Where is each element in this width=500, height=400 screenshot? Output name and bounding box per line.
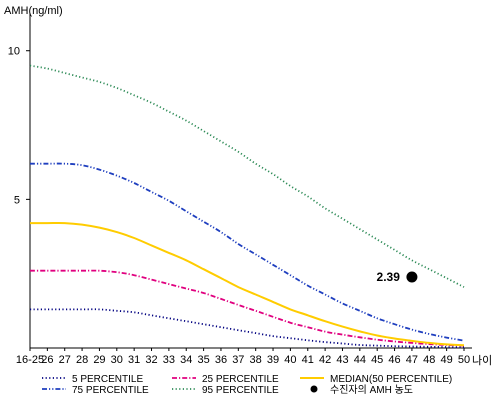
x-tick-label: 44 <box>354 354 366 366</box>
y-axis-title: AMH(ng/ml) <box>4 5 63 17</box>
x-tick-label: 42 <box>319 354 331 366</box>
x-tick-label: 32 <box>145 354 157 366</box>
x-tick-label: 50 <box>458 354 470 366</box>
x-tick-label: 30 <box>111 354 123 366</box>
x-tick-label: 28 <box>76 354 88 366</box>
x-tick-label: 27 <box>59 354 71 366</box>
x-tick-label: 35 <box>197 354 209 366</box>
x-tick-label: 36 <box>215 354 227 366</box>
x-tick-label: 37 <box>232 354 244 366</box>
legend-label: 95 PERCENTILE <box>202 385 279 396</box>
series-line-75-percentile <box>29 162 465 342</box>
legend-label: 25 PERCENTILE <box>202 374 279 385</box>
x-tick-label: 46 <box>388 354 400 366</box>
legend-label: MEDIAN(50 PERCENTILE) <box>330 374 452 385</box>
x-tick-label: 26 <box>41 354 53 366</box>
x-tick-label: 49 <box>441 354 453 366</box>
legend-label: 75 PERCENTILE <box>72 385 149 396</box>
legend-marker-label: 수진자의 AMH 농도 <box>330 384 413 396</box>
patient-amh-point <box>406 271 418 283</box>
chart-marker-group: 2.39 <box>377 270 418 284</box>
x-tick-label: 38 <box>250 354 262 366</box>
x-tick-label: 48 <box>423 354 435 366</box>
series-line-median-50-percentile <box>29 222 465 347</box>
x-tick-label: 33 <box>163 354 175 366</box>
x-tick-label: 47 <box>406 354 418 366</box>
x-tick-label: 45 <box>371 354 383 366</box>
x-tick-label: 41 <box>302 354 314 366</box>
patient-amh-value-label: 2.39 <box>377 270 401 284</box>
x-tick-label: 40 <box>284 354 296 366</box>
chart-series-group <box>29 64 465 349</box>
x-tick-label: 39 <box>267 354 279 366</box>
x-tick-label: 29 <box>93 354 105 366</box>
x-tick-label: 43 <box>336 354 348 366</box>
chart-legend: 5 PERCENTILE 25 PERCENTILE MEDIAN(50 PERCE… <box>42 374 452 396</box>
x-tick-label: 34 <box>180 354 192 366</box>
series-line-25-percentile <box>30 269 465 347</box>
x-tick-label: 31 <box>128 354 140 366</box>
legend-marker-swatch <box>310 385 318 393</box>
y-tick-label: 5 <box>14 194 20 206</box>
y-tick-label: 10 <box>8 46 20 58</box>
legend-label: 5 PERCENTILE <box>72 374 143 385</box>
x-axis-title: 나이 <box>472 354 492 367</box>
series-line-95-percentile <box>29 64 465 288</box>
x-tick-label: 16-25 <box>16 354 44 366</box>
